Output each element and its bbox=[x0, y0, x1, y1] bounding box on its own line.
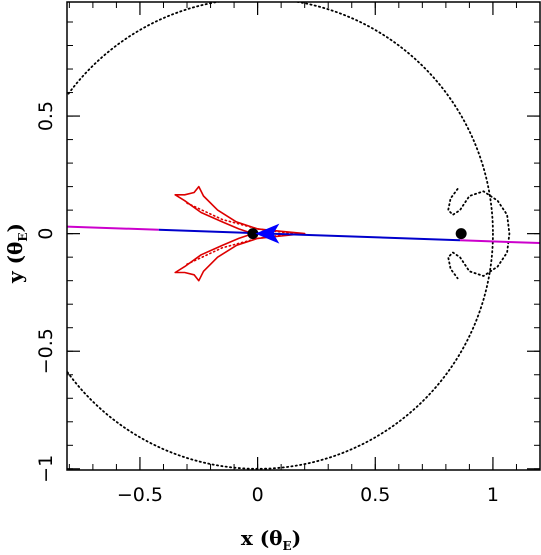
lens-1 bbox=[247, 228, 259, 240]
y-tick-label: 0 bbox=[35, 228, 57, 240]
trajectory-tail bbox=[459, 239, 540, 245]
plot-frame bbox=[66, 1, 541, 471]
y-tick-label: 0.5 bbox=[35, 101, 57, 131]
x-tick-label: 0.5 bbox=[360, 484, 390, 506]
x-tick-label: −0.5 bbox=[117, 484, 163, 506]
critical-curve-planetary-loop bbox=[447, 188, 511, 280]
axes: −0.5 0 0.5 1 −1 −0.5 0 0.5 bbox=[35, 2, 541, 506]
y-tick-label: −0.5 bbox=[35, 328, 57, 374]
x-axis-label: x (θE) bbox=[241, 526, 301, 553]
y-axis-label: y (θE) bbox=[3, 223, 30, 284]
trajectory-arrow bbox=[255, 223, 280, 244]
x-tick-label: 1 bbox=[487, 484, 499, 506]
x-tick-label: 0 bbox=[252, 484, 264, 506]
lens-2 bbox=[455, 228, 467, 240]
trajectory-before bbox=[67, 225, 159, 231]
y-tick-label: −1 bbox=[35, 455, 57, 483]
trajectory-after bbox=[158, 228, 461, 242]
